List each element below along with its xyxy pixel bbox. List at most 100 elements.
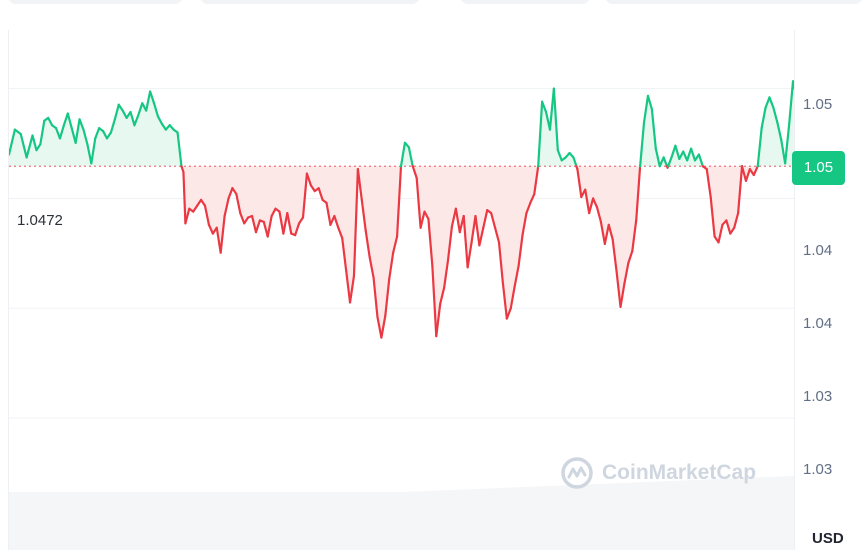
price-line-segment [109, 118, 116, 134]
price-line-segment [192, 204, 199, 213]
price-line-segment [658, 156, 665, 168]
price-line-segment [145, 90, 152, 112]
price-line-segment [231, 187, 238, 196]
price-line-segment [599, 220, 606, 245]
price-line-segment [497, 241, 505, 285]
above-baseline-area [9, 81, 794, 167]
price-line-segment [376, 315, 383, 339]
price-line-segment [454, 207, 461, 234]
price-line-segment [607, 223, 614, 241]
price-line-segment [513, 264, 520, 288]
price-line-segment [239, 211, 246, 225]
price-line-segment [737, 165, 744, 215]
price-line-segment [635, 165, 642, 222]
price-chart[interactable] [8, 30, 795, 550]
price-line-segment [584, 188, 591, 215]
price-line-segment [435, 302, 442, 338]
price-line-segment [446, 225, 454, 262]
price-line-segment [768, 96, 775, 109]
price-line-segment [517, 233, 524, 267]
price-line-segment [380, 314, 387, 339]
price-line-segment [533, 165, 540, 196]
price-line-segment [156, 115, 163, 125]
price-line-segment [623, 261, 630, 285]
price-line-segment [470, 214, 477, 244]
price-line-segment [117, 103, 124, 112]
price-line-segment [243, 216, 250, 225]
price-line-segment [152, 102, 160, 118]
below-baseline-area [9, 166, 794, 338]
price-line-segment [262, 220, 269, 238]
price-line-segment [207, 223, 214, 235]
price-chart-svg [9, 80, 794, 550]
price-line-segment [66, 112, 73, 130]
price-line-segment [705, 168, 712, 199]
price-line-segment [744, 168, 751, 182]
price-line-segment [35, 143, 42, 152]
price-line-segment [631, 219, 638, 253]
price-line-segment [450, 207, 457, 228]
price-line-segment [203, 204, 211, 226]
price-line-segment [689, 147, 697, 162]
price-line-segment [521, 211, 528, 237]
price-line-segment [388, 251, 395, 281]
price-line-segment [149, 90, 156, 105]
price-line-segment [129, 110, 136, 127]
price-line-segment [137, 102, 144, 117]
price-line-segment [729, 226, 736, 235]
price-line-segment [588, 197, 595, 215]
range-tab-1[interactable] [8, 0, 183, 4]
price-line-segment [439, 286, 446, 306]
price-line-segment [419, 210, 426, 229]
price-line-segment [733, 211, 740, 229]
range-tab-4[interactable] [605, 0, 863, 4]
price-line-segment [54, 127, 62, 140]
price-line-segment [639, 121, 646, 168]
range-tab-3[interactable] [460, 0, 590, 4]
price-line-segment [415, 176, 422, 229]
price-line-segment [760, 106, 767, 130]
price-line-segment [297, 216, 305, 225]
price-line-segment [650, 107, 657, 150]
price-line-segment [725, 219, 732, 235]
price-line-segment [133, 113, 140, 127]
price-line-segment [294, 222, 301, 237]
price-line-segment [478, 226, 485, 247]
price-line-segment [482, 209, 489, 229]
price-line-segment [756, 127, 763, 168]
price-line-segment [384, 277, 391, 317]
price-line-segment [348, 274, 356, 304]
price-line-segment [740, 165, 748, 182]
y-tick-label: 1.05 [803, 96, 833, 113]
range-tab-2[interactable] [200, 0, 420, 4]
price-line-segment [791, 80, 794, 91]
price-line-segment [611, 238, 618, 273]
price-line-segment [443, 258, 450, 289]
price-line-segment [360, 198, 367, 232]
price-line-segment [78, 118, 85, 131]
price-line-segment [709, 195, 716, 238]
price-line-segment [407, 146, 414, 168]
y-tick-label: 1.04 [803, 242, 833, 259]
y-tick-label: 1.03 [803, 388, 833, 405]
price-line-segment [474, 214, 481, 247]
price-line-segment [572, 156, 578, 168]
price-line-segment [219, 214, 226, 254]
price-line-segment [25, 134, 34, 159]
price-line-segment [505, 307, 512, 320]
price-line-segment [254, 219, 261, 234]
price-line-segment [305, 172, 312, 187]
navigator-band [9, 476, 794, 550]
price-line-segment [341, 236, 348, 272]
price-line-segment [697, 153, 704, 168]
price-line-segment [686, 147, 693, 162]
price-line-segment [270, 207, 277, 218]
price-line-segment [411, 165, 418, 180]
price-line-segment [552, 87, 559, 152]
price-line-segment [82, 128, 89, 146]
price-line-segment [94, 127, 101, 140]
price-line-segment [603, 223, 610, 245]
price-line-segment [642, 94, 650, 124]
price-line-segment [62, 112, 69, 127]
price-line-segment [121, 109, 128, 119]
